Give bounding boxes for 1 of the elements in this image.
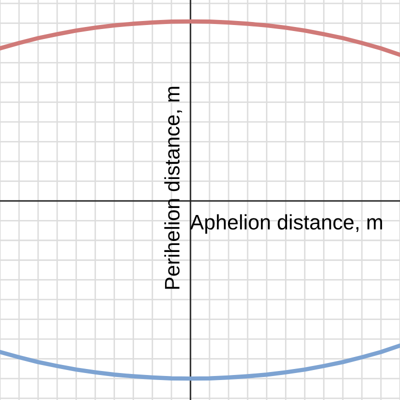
y-axis-title: Perihelion distance, m bbox=[164, 86, 182, 289]
